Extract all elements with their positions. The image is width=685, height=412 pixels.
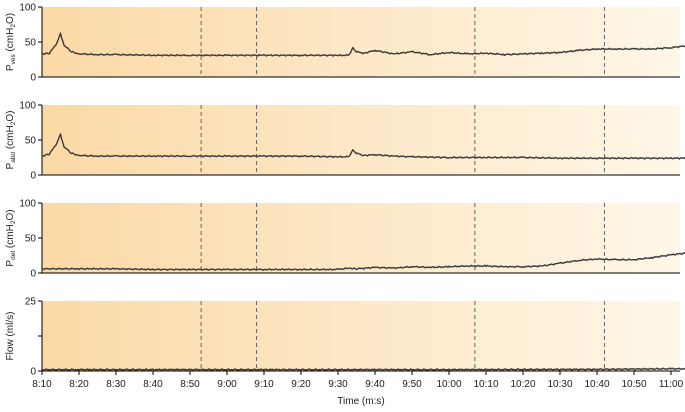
ylabel-main: P [5,260,16,267]
x-tick-label: 10:20 [510,379,535,390]
ylabel-unit-sub: 2 [10,121,17,125]
x-tick-label: 9:40 [365,379,385,390]
x-tick-label: 8:10 [32,379,52,390]
x-tick-label: 10:40 [584,379,609,390]
ylabel-unit-sub: 2 [10,220,17,224]
ylabel-sub: det [10,251,17,260]
x-tick-label: 9:10 [254,379,274,390]
ylabel-unit: (cmH [5,28,16,55]
panel-background [42,203,680,273]
y-tick-label: 0 [30,367,36,378]
ylabel-unit-post: O) [5,111,16,122]
y-axis-label: Flow (ml/s) [5,312,16,361]
panel-flow: 0 25 Flow (ml/s) [5,297,685,378]
y-axis-label: Pabd (cmH2O) [5,111,17,170]
y-tick-label: 100 [19,199,36,210]
panel-background [42,301,680,371]
x-tick-label: 8:50 [180,379,200,390]
x-tick-label: 9:30 [328,379,348,390]
x-tick-label: 8:40 [143,379,163,390]
panel-background [42,105,680,175]
y-tick-label: 0 [30,73,36,84]
y-axis-label: Pdet (cmH2O) [5,209,17,266]
x-tick-label: 8:20 [69,379,89,390]
trace-pdet [42,252,685,271]
ylabel-unit-post: O) [5,209,16,220]
y-axis-label: Pves (cmH2O) [5,13,17,71]
y-tick-label: 0 [30,269,36,280]
ylabel-main: P [5,162,16,169]
y-tick-label: 0 [30,171,36,182]
ylabel-unit-post: O) [5,13,16,24]
trace-pabd [41,133,685,160]
y-tick-label: 100 [19,3,36,14]
ylabel-sub: abd [10,152,17,163]
x-tick-label: 9:00 [217,379,237,390]
x-tick-label: 10:00 [436,379,461,390]
x-axis: 8:10 8:20 8:30 8:40 8:50 9:00 9:10 9:20 9:30 9:40… [32,371,684,407]
x-tick-label: 9:50 [402,379,422,390]
y-tick-label: 100 [19,101,36,112]
x-tick-label: 9:20 [291,379,311,390]
y-tick-label: 50 [25,38,37,49]
y-tick-label: 25 [25,297,37,308]
x-tick-label: 10:10 [473,379,498,390]
ylabel-main: P [5,64,16,71]
panel-background [42,7,680,77]
y-tick-label: 50 [25,234,37,245]
x-tick-label: 10:30 [547,379,572,390]
y-tick-label: 50 [25,136,37,147]
x-tick-label: 11:00 [659,379,684,390]
ylabel-unit-sub: 2 [10,24,17,28]
x-axis-title: Time (m:s) [337,396,384,407]
x-tick-label: 10:50 [621,379,646,390]
trace-flow [42,367,685,372]
x-tick-label: 8:30 [106,379,126,390]
ylabel-unit: (cmH [5,125,16,152]
ylabel-unit: (cmH [5,224,16,251]
trace-pves [41,32,685,57]
ylabel-sub: ves [10,54,17,65]
ylabel-main: Flow (ml/s) [5,312,16,361]
